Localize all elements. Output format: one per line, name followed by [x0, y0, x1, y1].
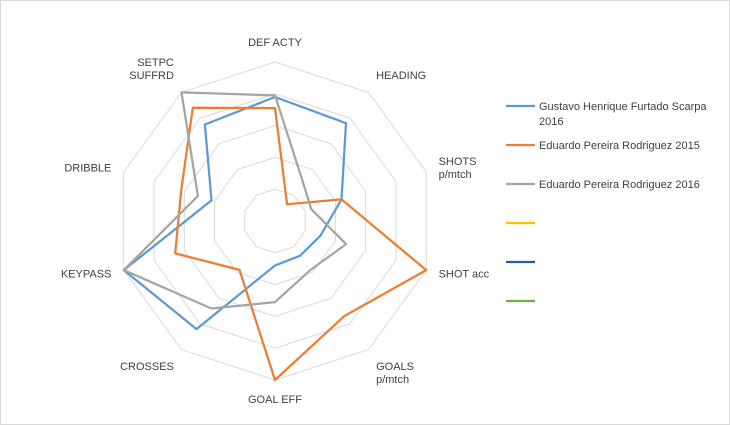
- series-line-3: [122, 91, 348, 310]
- grid-ring-4: [153, 93, 397, 349]
- axis-label-keypass: KEYPASS: [61, 269, 112, 281]
- legend-label-3: Eduardo Pereira Rodriguez 2016: [539, 179, 700, 191]
- axis-label-goals-p-mtch: GOALS p/mtch: [376, 361, 414, 386]
- axis-label-def-acty: DEF ACTY: [248, 37, 302, 49]
- grid-ring-3: [183, 125, 367, 317]
- axis-label-setpc-suffrd: SETPC SUFFRD: [129, 57, 174, 82]
- axis-labels: DEF ACTY HEADING SHOTS p/mtch SHOT acc GOALS p…: [61, 37, 490, 406]
- legend: Gustavo Henrique Furtado Scarpa 2016 Eduar…: [506, 101, 707, 303]
- axis-label-crosses: CROSSES: [120, 361, 174, 373]
- radar-series: [122, 91, 428, 382]
- axis-label-goal-eff: GOAL EFF: [248, 394, 302, 406]
- grid-ring-2: [214, 156, 336, 286]
- series-line-2: [174, 106, 428, 382]
- axis-label-heading: HEADING: [376, 70, 426, 82]
- legend-label-2: Eduardo Pereira Rodriguez 2015: [539, 140, 700, 152]
- axis-label-shots-p-mtch: SHOTS p/mtch: [439, 156, 477, 181]
- axis-label-shot-acc: SHOT acc: [439, 269, 490, 281]
- series-line-1: [122, 95, 348, 331]
- grid-ring-1: [244, 188, 306, 254]
- legend-label-1: Gustavo Henrique Furtado Scarpa 2016: [539, 101, 707, 128]
- axis-label-dribble: DRIBBLE: [64, 162, 111, 174]
